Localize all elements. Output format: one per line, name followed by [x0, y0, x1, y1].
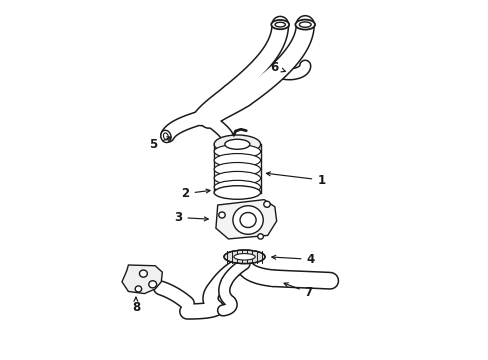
Ellipse shape: [224, 250, 264, 264]
Text: 7: 7: [284, 283, 312, 299]
Ellipse shape: [214, 135, 260, 154]
Ellipse shape: [257, 234, 263, 239]
Ellipse shape: [135, 286, 142, 292]
Ellipse shape: [263, 201, 270, 207]
Ellipse shape: [232, 206, 263, 234]
Ellipse shape: [218, 212, 225, 218]
Text: 2: 2: [181, 187, 210, 200]
Ellipse shape: [295, 19, 314, 30]
Ellipse shape: [139, 270, 147, 277]
Text: 6: 6: [270, 61, 285, 74]
Text: 1: 1: [266, 172, 325, 186]
Text: 4: 4: [271, 253, 314, 266]
Text: 3: 3: [174, 211, 208, 224]
Ellipse shape: [271, 20, 288, 29]
Text: 5: 5: [149, 137, 171, 152]
Polygon shape: [216, 200, 276, 239]
Ellipse shape: [161, 130, 171, 143]
Ellipse shape: [214, 186, 260, 199]
Ellipse shape: [214, 171, 260, 185]
Ellipse shape: [214, 154, 260, 167]
Ellipse shape: [214, 162, 260, 176]
Ellipse shape: [233, 253, 255, 260]
Text: 8: 8: [131, 297, 140, 314]
Ellipse shape: [224, 139, 249, 149]
Ellipse shape: [148, 281, 156, 288]
Ellipse shape: [214, 180, 260, 194]
Polygon shape: [122, 265, 162, 294]
Ellipse shape: [214, 145, 260, 158]
